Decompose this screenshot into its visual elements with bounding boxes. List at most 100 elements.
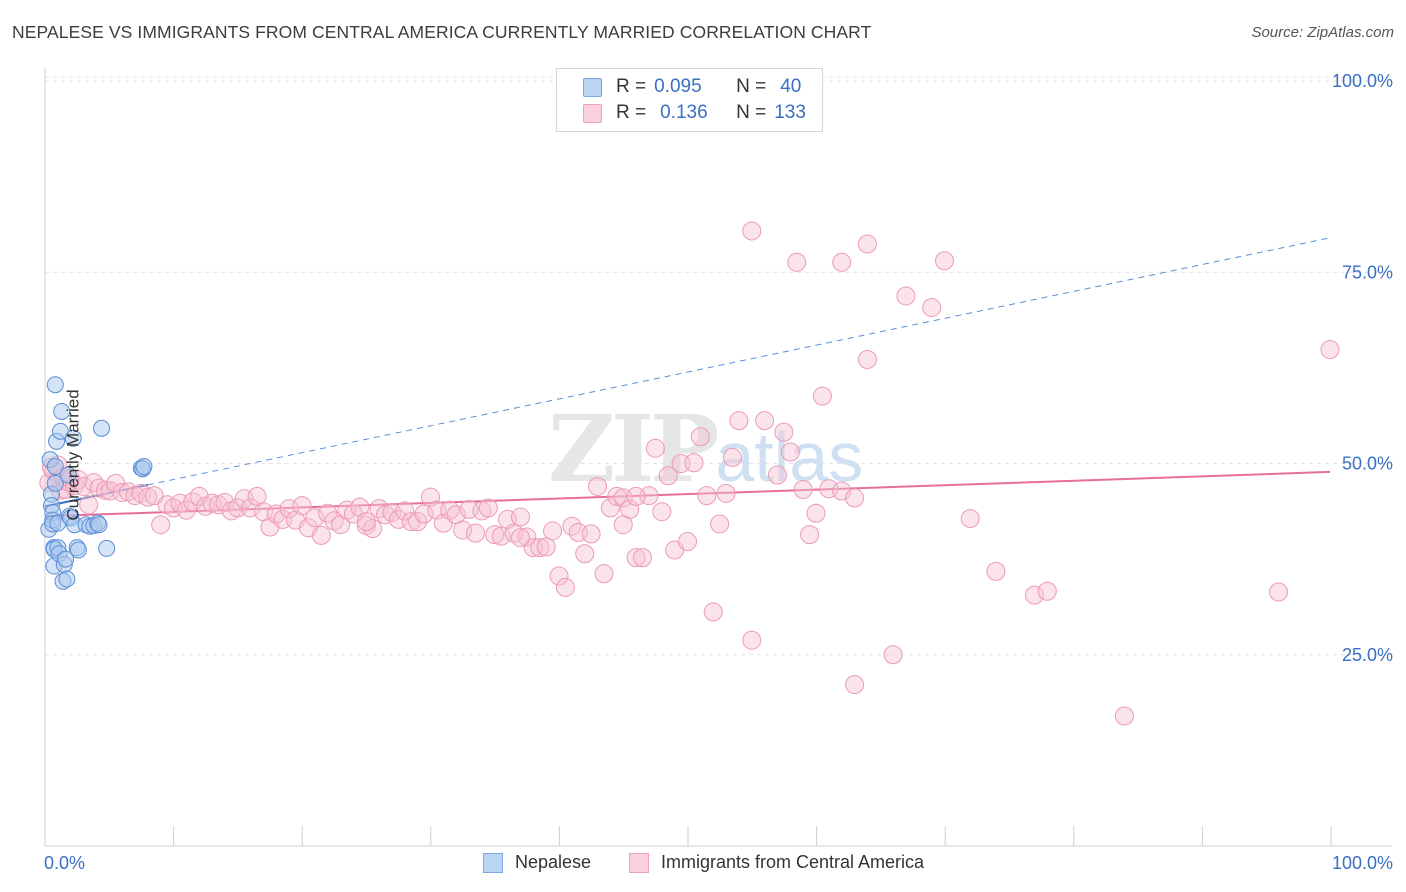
legend-swatch-nepalese	[583, 77, 602, 97]
x-tick-label: 0.0%	[44, 853, 85, 873]
central-america-point	[857, 349, 877, 369]
central-america-point	[857, 234, 877, 254]
nepalese-point	[93, 419, 111, 437]
central-america-point	[935, 251, 954, 271]
central-america-point	[510, 528, 530, 548]
central-america-point	[729, 411, 749, 431]
central-america-point	[453, 520, 473, 540]
stats-legend: R = 0.095 N = 40 R = 0.136 N = 133	[556, 68, 823, 132]
watermark-zip: ZIP	[548, 395, 719, 503]
legend-n-value: 133	[774, 102, 806, 123]
central-america-point	[600, 498, 620, 518]
legend-n-value: 40	[780, 76, 802, 97]
central-america-point	[1320, 340, 1340, 360]
gridlines	[45, 76, 1392, 656]
legend-row-nepalese: R = 0.095 N = 40	[583, 75, 801, 99]
central-america-point	[658, 466, 678, 486]
central-america-point	[812, 386, 832, 406]
bottom-legend-swatch-central-america	[629, 852, 649, 873]
central-america-point	[485, 525, 505, 545]
source-label[interactable]: Source: ZipAtlas.com	[1251, 24, 1394, 41]
central-america-point	[806, 503, 826, 523]
central-america-point	[549, 566, 569, 586]
central-america-point	[95, 480, 115, 500]
nepalese-point	[135, 458, 153, 476]
central-america-point	[832, 252, 852, 272]
central-america-point	[241, 498, 261, 518]
central-america-point	[588, 476, 608, 496]
nepalese-trend-dashed	[147, 237, 1331, 486]
central-america-point	[331, 515, 351, 535]
central-america-point	[581, 524, 601, 544]
axes	[44, 68, 1392, 847]
central-america-point	[478, 498, 498, 518]
nepalese-point	[69, 541, 87, 559]
central-america-point	[510, 507, 530, 527]
legend-n-label: N =	[736, 76, 767, 97]
nepalese-points	[40, 376, 153, 590]
central-america-point	[311, 525, 331, 545]
nepalese-point	[90, 516, 108, 534]
legend-r-label: R =	[616, 76, 647, 97]
bottom-legend-nepalese[interactable]: Nepalese	[483, 852, 591, 873]
nepalese-point	[57, 550, 75, 568]
bottom-legend-central-america[interactable]: Immigrants from Central America	[629, 852, 924, 873]
central-america-point	[755, 411, 775, 431]
central-america-point	[575, 544, 595, 564]
central-america-point	[465, 523, 485, 543]
watermark: ZIPatlas	[548, 395, 863, 503]
central-america-point	[986, 561, 1006, 581]
central-america-point	[922, 297, 942, 317]
central-america-point	[793, 480, 813, 500]
central-america-point	[84, 473, 104, 493]
legend-swatch-central-america	[583, 103, 602, 123]
central-america-point	[800, 525, 820, 545]
nepalese-point	[46, 474, 64, 492]
bottom-legend-swatch-nepalese	[483, 852, 503, 873]
central-america-point	[144, 486, 164, 506]
central-america-point	[684, 453, 704, 473]
central-america-point	[845, 488, 865, 508]
central-america-point	[1024, 585, 1044, 605]
central-america-point	[633, 548, 653, 568]
central-america-point	[1269, 582, 1289, 602]
legend-r-value: 0.095	[654, 76, 702, 97]
central-america-point	[774, 422, 794, 442]
central-america-point	[138, 487, 158, 507]
bottom-legend-label-nepalese: Nepalese	[515, 852, 592, 872]
central-america-point	[491, 526, 511, 546]
y-tick-label: 50.0%	[1342, 454, 1393, 474]
central-america-point	[722, 447, 742, 467]
central-america-point	[555, 577, 575, 597]
nepalese-point	[58, 570, 76, 588]
central-america-point	[742, 221, 762, 241]
central-america-point	[626, 486, 646, 506]
central-america-point	[408, 512, 428, 532]
central-america-point	[1037, 581, 1057, 601]
central-america-point	[678, 532, 697, 552]
nepalese-point	[98, 539, 116, 557]
nepalese-point	[64, 429, 82, 447]
y-axis-label: Currently Married	[63, 389, 83, 521]
central-america-point	[594, 564, 614, 584]
nepalese-point	[53, 402, 71, 420]
central-america-point	[543, 521, 563, 541]
central-america-point	[1114, 706, 1134, 726]
tick-labels: 100.0% 75.0% 50.0% 25.0% 0.0% 100.0%	[44, 71, 1393, 873]
central-america-point	[883, 645, 903, 665]
central-america-point	[112, 483, 132, 503]
central-america-point	[716, 483, 736, 503]
nepalese-point	[46, 376, 64, 394]
central-america-point	[697, 486, 717, 506]
legend-r-value: 0.136	[660, 102, 708, 123]
central-america-point	[266, 504, 286, 524]
central-america-point	[318, 503, 338, 523]
central-america-point	[530, 538, 550, 558]
central-america-point	[645, 438, 665, 458]
central-america-point	[414, 504, 434, 524]
central-america-point	[517, 527, 537, 547]
central-america-point	[356, 512, 376, 532]
central-america-point	[703, 602, 723, 622]
central-america-point	[845, 675, 865, 695]
